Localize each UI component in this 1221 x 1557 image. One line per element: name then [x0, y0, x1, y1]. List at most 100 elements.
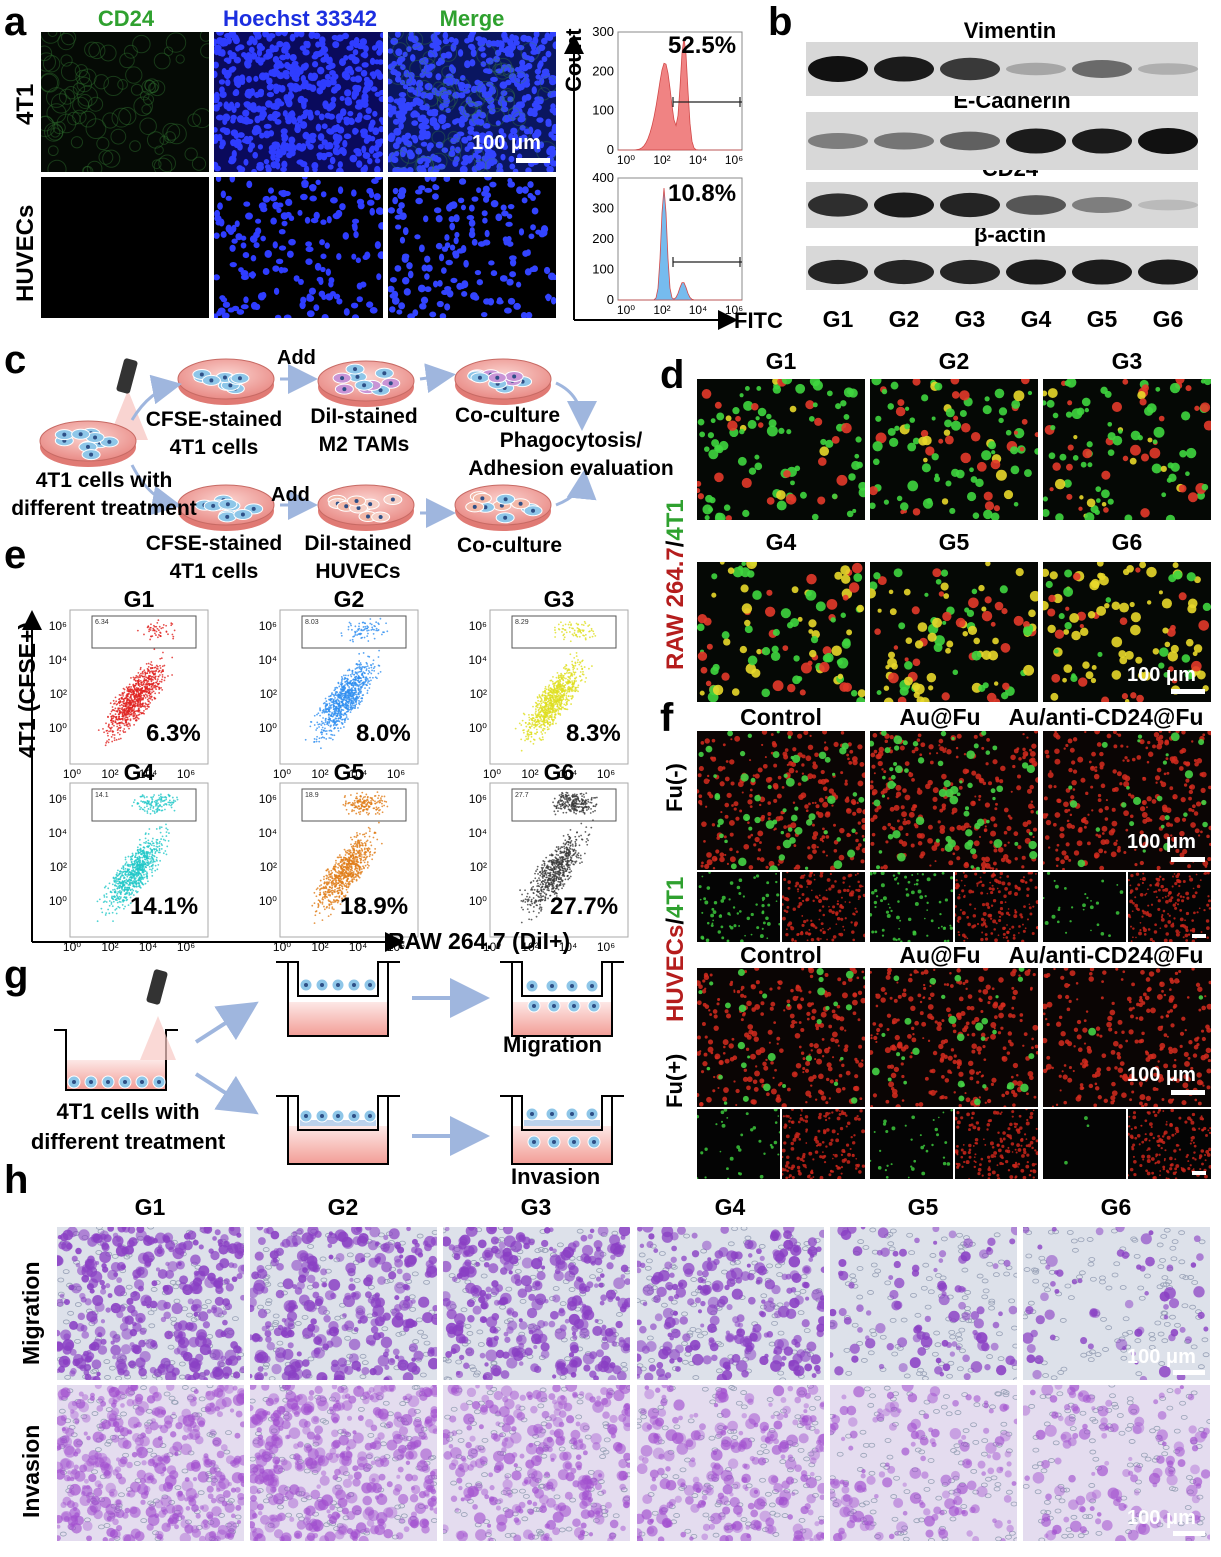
blot-group-label-g5: G5 — [1086, 306, 1118, 332]
blot-band — [1006, 259, 1066, 285]
panel-f-sub-scale-bar — [1192, 934, 1206, 938]
panel-d-image-g1 — [697, 379, 865, 520]
panel-a-4t1-cd24-texture — [41, 32, 209, 172]
panel-e-group-label-g6: G6 — [543, 759, 575, 785]
panel-e-ytick: 10² — [50, 687, 67, 701]
panel-h-image-migration-g5 — [830, 1227, 1017, 1380]
panel-e-xtick: 10² — [101, 767, 118, 781]
panel-d-image-g4 — [697, 562, 865, 702]
panel-f-side-slash: / — [662, 917, 689, 925]
panel-e-group-label-g4: G4 — [123, 759, 155, 785]
panel-e-gate-value: 8.29 — [515, 619, 529, 626]
panel-e-percent-g5: 18.9% — [340, 893, 409, 920]
panel-e-ytick: 10⁰ — [49, 721, 67, 735]
blot-band — [940, 259, 1000, 285]
panel-letter-f: f — [660, 696, 674, 740]
panel-f-subimage-row1-col0-red — [782, 1109, 865, 1179]
panel-f-image-row1-col2: 100 μm — [1043, 968, 1211, 1107]
panel-h-scale-bar-migration — [1173, 1370, 1205, 1375]
panel-e-xtick: 10⁰ — [273, 767, 291, 781]
panel-f-subimage-row1-col0-green — [697, 1109, 780, 1179]
panel-e-gate-value: 14.1 — [95, 792, 109, 799]
blot-band — [940, 131, 1000, 151]
panel-h-image-migration-g1 — [57, 1227, 244, 1380]
panel-f-image-row0-col2: 100 μm — [1043, 731, 1211, 870]
panel-e-ytick: 10⁰ — [259, 721, 277, 735]
panel-d-image-g2 — [870, 379, 1038, 520]
blot-band — [808, 132, 868, 150]
panel-h-group-label-g2: G2 — [327, 1194, 359, 1220]
panel-e-gate-value: 6.34 — [95, 619, 109, 626]
g-left-caption: 4T1 cells with different treatment — [31, 1097, 225, 1157]
panel-d-side-green: 4T1 — [662, 499, 689, 541]
blot-band — [874, 132, 934, 150]
flow-ytick: 0 — [607, 292, 614, 307]
panel-f-subimage-row1-col2-green — [1043, 1109, 1126, 1179]
flow-ytick: 100 — [592, 103, 614, 118]
panel-e-percent-g1: 6.3% — [146, 720, 201, 747]
panel-f-subimage-row0-col2-green — [1043, 872, 1126, 942]
panel-e-xtick: 10⁴ — [139, 940, 158, 954]
panel-h-scale-bar-text-migration: 100 μm — [1127, 1346, 1196, 1368]
blot-group-label-g2: G2 — [888, 306, 920, 332]
blot-band — [1072, 128, 1132, 154]
panel-e-scatter-plots: 6.34 10⁶ 10⁴ 10² 10⁰ 10⁰ 10² 10⁴ 10⁶ 8.03 10⁶ 10⁴ 10… — [22, 609, 629, 954]
panel-d-group-label-g6: G6 — [1111, 529, 1143, 555]
panel-f-col-label-1-row-0: Au@Fu — [899, 704, 981, 730]
c-add-bottom: Add — [271, 484, 310, 506]
flow-xtick: 10⁰ — [617, 303, 635, 317]
panel-e-xtick: 10⁴ — [559, 940, 578, 954]
panel-e-xtick: 10⁶ — [177, 767, 195, 781]
panel-e-xtick: 10⁶ — [597, 767, 615, 781]
panel-f-col-label-2-row-1: Au/anti-CD24@Fu — [1008, 942, 1204, 968]
panel-f-col-label-2-row-0: Au/anti-CD24@Fu — [1008, 704, 1204, 730]
panel-f-col-label-0-row-1: Control — [740, 942, 822, 968]
flow-x-axis-label: FITC — [734, 308, 783, 333]
panel-h-image-invasion-g5 — [830, 1385, 1017, 1541]
panel-e-ytick: 10² — [50, 860, 67, 874]
panel-e-percent-g4: 14.1% — [130, 893, 199, 920]
panel-e-xtick: 10⁴ — [349, 767, 368, 781]
panel-e-xtick: 10⁰ — [483, 767, 501, 781]
blot-band — [1138, 63, 1198, 75]
panel-e-xtick: 10⁰ — [273, 940, 291, 954]
c-dii-m2-text: DiI-stained M2 TAMs — [310, 405, 418, 456]
panel-f-subimage-row0-col2-red — [1128, 872, 1211, 942]
flow-top-percent: 52.5% — [668, 32, 737, 59]
blot-band — [940, 57, 1000, 81]
blot-label-bactin: β-actin — [973, 222, 1047, 247]
panel-d-side-slash: / — [662, 540, 689, 548]
panel-e-xtick: 10² — [521, 767, 538, 781]
panel-e-group-label-g3: G3 — [543, 586, 575, 612]
blot-band — [874, 192, 934, 218]
panel-e-ytick: 10⁶ — [49, 792, 67, 806]
panel-e-gate-value: 18.9 — [305, 792, 319, 799]
c-dii-huvecs: DiI-stained HUVECs — [304, 530, 411, 586]
panel-a-image-4t1-hoechst — [214, 32, 383, 172]
panel-a-image-huvecs-cd24 — [41, 177, 209, 318]
c-add-top: Add — [277, 347, 316, 369]
panel-e-gate-value: 8.03 — [305, 619, 319, 626]
panel-e-ytick: 10⁴ — [48, 653, 67, 667]
c-cfse-top-text: CFSE-stained 4T1 cells — [145, 408, 283, 459]
panel-f-row-label-fu-plus: Fu(+) — [662, 1053, 687, 1108]
flow-bottom-percent: 10.8% — [668, 180, 737, 207]
panel-h-image-migration-g3 — [443, 1227, 630, 1380]
panel-d-group-label-g5: G5 — [938, 529, 970, 555]
panel-e-xtick: 10⁶ — [597, 940, 615, 954]
blot-band — [940, 192, 1000, 218]
panel-e-ytick: 10⁶ — [259, 619, 277, 633]
panel-h-image-invasion-g6: 100 μm — [1023, 1385, 1210, 1541]
flow-xtick: 10² — [653, 303, 670, 317]
c-dii-huvecs-text: DiI-stained HUVECs — [304, 532, 412, 583]
panel-h-scale-bar-text-invasion: 100 μm — [1127, 1507, 1196, 1529]
flow-xtick: 10⁶ — [725, 153, 743, 167]
flow-ytick: 300 — [592, 24, 614, 39]
panel-f-subimage-row0-col0-red — [782, 872, 865, 942]
panel-e-ytick: 10⁶ — [49, 619, 67, 633]
panel-letter-d: d — [660, 353, 685, 397]
panel-a-image-huvecs-merge — [388, 177, 556, 318]
panel-h-image-invasion-g4 — [637, 1385, 824, 1541]
panel-d-side-red: RAW 264.7 — [662, 547, 689, 670]
panel-e-ytick: 10⁴ — [258, 826, 277, 840]
